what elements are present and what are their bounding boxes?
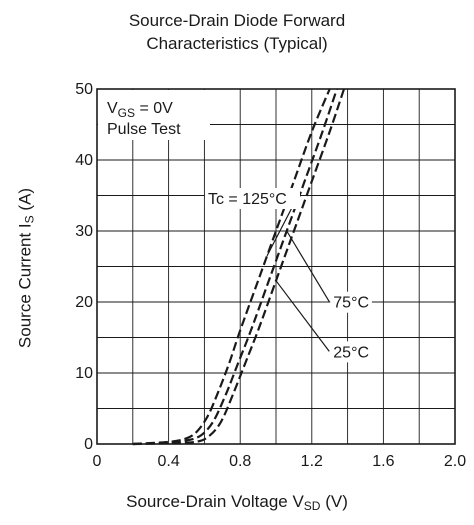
x-tick-label: 0.8 — [229, 453, 251, 470]
conditions-box-bg — [98, 90, 210, 140]
annotation-bg — [330, 291, 372, 313]
annotation-leader — [275, 280, 330, 352]
series-label-1: 75°C — [333, 295, 369, 312]
x-tick-label: 0.4 — [157, 453, 179, 470]
x-axis-label: Source-Drain Voltage VSD (V) — [126, 492, 348, 513]
y-tick-label: 30 — [75, 223, 93, 240]
x-tick-label: 1.6 — [372, 453, 394, 470]
x-tick-label: 2.0 — [444, 453, 466, 470]
series-label-2: 25°C — [333, 344, 369, 361]
curves — [132, 88, 346, 446]
vgs-condition: VGS = 0V — [107, 100, 173, 120]
annotation-bg — [330, 341, 372, 363]
y-tick-label: 0 — [84, 436, 93, 453]
y-tick-label: 40 — [75, 152, 93, 169]
y-tick-label: 50 — [75, 81, 93, 98]
plot-frame — [96, 88, 456, 445]
pulse-test-label: Pulse Test — [107, 121, 181, 138]
series-75c-line — [132, 88, 338, 446]
y-axis-label: Source Current IS (A) — [15, 187, 37, 349]
tick-labels: 0 0.4 0.8 1.2 1.6 2.0 0 10 20 30 40 50 — [75, 81, 466, 470]
grid — [97, 89, 455, 444]
y-tick-label: 10 — [75, 365, 93, 382]
conditions-box: VGS = 0V Pulse Test — [98, 90, 210, 140]
series-125c-line — [132, 88, 331, 446]
x-tick-label: 1.2 — [301, 453, 323, 470]
annotation-leader — [286, 230, 330, 302]
x-tick-label: 0 — [93, 453, 102, 470]
chart-title-line2: Characteristics (Typical) — [146, 34, 328, 53]
annotation-bg — [204, 188, 300, 210]
series-label-0: Tc = 125°C — [208, 191, 287, 208]
series-25c-line — [132, 88, 346, 446]
chart-title-line1: Source-Drain Diode Forward — [128, 11, 346, 30]
curve-annotations: Tc = 125°C 75°C 25°C — [204, 188, 372, 363]
y-tick-label: 20 — [75, 294, 93, 311]
